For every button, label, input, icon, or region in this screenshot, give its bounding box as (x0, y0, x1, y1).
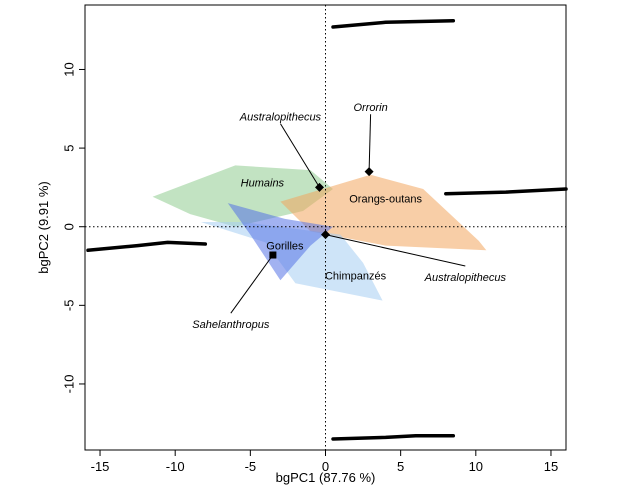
label-orrorin: Orrorin (353, 102, 387, 114)
data-points (269, 167, 374, 259)
leader-australopithecus-0 (279, 123, 320, 188)
y-tick-label: 0 (61, 223, 76, 230)
label-gorilles: Gorilles (266, 241, 304, 253)
shape-outline-top (331, 18, 456, 29)
leader-orrorin-1 (368, 114, 372, 172)
shape-outline-right (444, 187, 568, 196)
x-tick-label: -10 (166, 459, 185, 474)
y-tick-label: 10 (61, 62, 76, 76)
point-sahelanthropus (269, 251, 277, 259)
shape-outline-bottom (331, 434, 456, 441)
x-tick-label: 10 (469, 459, 483, 474)
label-australopithecus: Australopithecus (239, 112, 322, 124)
point-australopithecus-2 (321, 230, 330, 240)
y-tick-label: 5 (61, 144, 76, 151)
axes: -15 -10 -5 0 5 10 15 -10 -5 0 5 10 (61, 62, 558, 474)
label-humains: Humains (241, 178, 285, 190)
x-tick-label: -5 (245, 459, 257, 474)
y-axis-title: bgPC2 (9.91 %) (36, 181, 51, 274)
label-australopithecus: Australopithecus (424, 272, 507, 284)
leader-sahelanthropus-7 (230, 254, 274, 314)
y-tick-label: -5 (61, 300, 76, 312)
label-chimpanzes: Chimpanzés (325, 270, 387, 282)
x-tick-label: 5 (397, 459, 404, 474)
x-tick-label: -15 (91, 459, 110, 474)
y-tick-label: -10 (61, 375, 76, 394)
hull-orangs-outans (280, 174, 487, 251)
shape-outline-left (86, 240, 208, 253)
point-orrorin-1 (364, 167, 374, 177)
shape-outlines (86, 18, 568, 441)
hull-gorilles (227, 203, 333, 281)
x-axis-title: bgPC1 (87.76 %) (276, 470, 376, 485)
group-hulls (152, 165, 487, 301)
hull-humains (152, 165, 333, 227)
leader-australopithecus-6 (325, 234, 466, 267)
reference-lines (85, 5, 566, 450)
label-orangs-outans: Orangs-outans (349, 193, 422, 205)
x-tick-label: 15 (544, 459, 558, 474)
annotation-labels: Australopithecus Orrorin Humains Orangs-out… (192, 102, 506, 331)
x-tick-label: 0 (322, 459, 329, 474)
point-australopithecus-0 (314, 182, 324, 192)
annotation-leaders (230, 114, 466, 314)
label-sahelanthropus: Sahelanthropus (192, 319, 270, 331)
